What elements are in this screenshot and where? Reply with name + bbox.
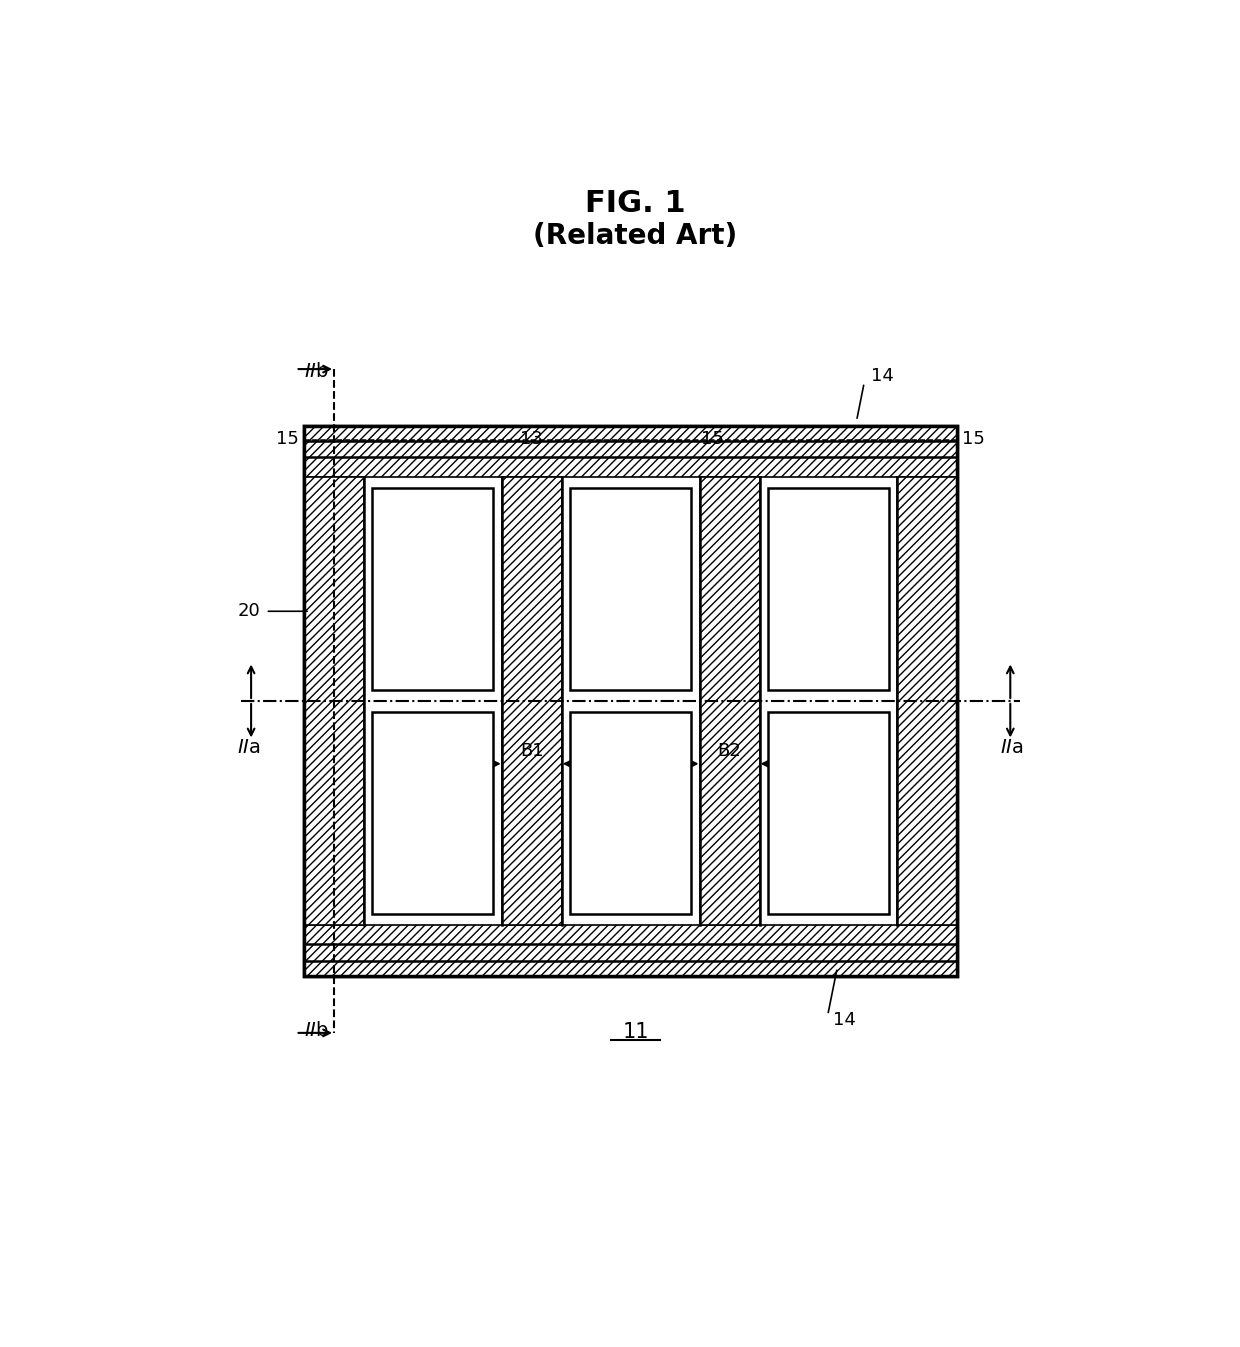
Bar <box>768 488 889 690</box>
Bar <box>699 477 760 925</box>
Bar <box>304 477 365 925</box>
Bar <box>304 426 957 975</box>
Text: 15: 15 <box>277 430 299 447</box>
Text: 20: 20 <box>238 602 260 620</box>
Text: 15: 15 <box>701 430 724 447</box>
Text: B1: B1 <box>520 742 543 760</box>
Bar <box>304 426 957 975</box>
Bar <box>304 925 957 975</box>
Text: $\it{II}$a: $\it{II}$a <box>1001 738 1024 757</box>
Text: 14: 14 <box>870 368 894 385</box>
Bar <box>372 713 494 915</box>
Bar <box>898 477 957 925</box>
Text: 14: 14 <box>832 1012 856 1029</box>
Text: FIG. 1: FIG. 1 <box>585 189 686 218</box>
Bar <box>570 713 691 915</box>
Text: 13: 13 <box>521 430 543 447</box>
Text: P2: P2 <box>618 579 645 599</box>
Text: $\it{II}$a: $\it{II}$a <box>237 738 260 757</box>
Text: P1: P1 <box>419 579 446 599</box>
Text: P3: P3 <box>815 579 842 599</box>
Bar <box>502 477 562 925</box>
Text: (Related Art): (Related Art) <box>533 222 738 251</box>
Bar <box>372 488 494 690</box>
Bar <box>570 488 691 690</box>
Text: B2: B2 <box>718 742 742 760</box>
Text: 15: 15 <box>962 430 985 447</box>
Bar <box>304 426 957 477</box>
Text: 11: 11 <box>622 1022 649 1041</box>
Bar <box>768 713 889 915</box>
Text: $\it{II}$b: $\it{II}$b <box>304 1021 329 1040</box>
Text: $\it{II}$b: $\it{II}$b <box>304 361 329 381</box>
